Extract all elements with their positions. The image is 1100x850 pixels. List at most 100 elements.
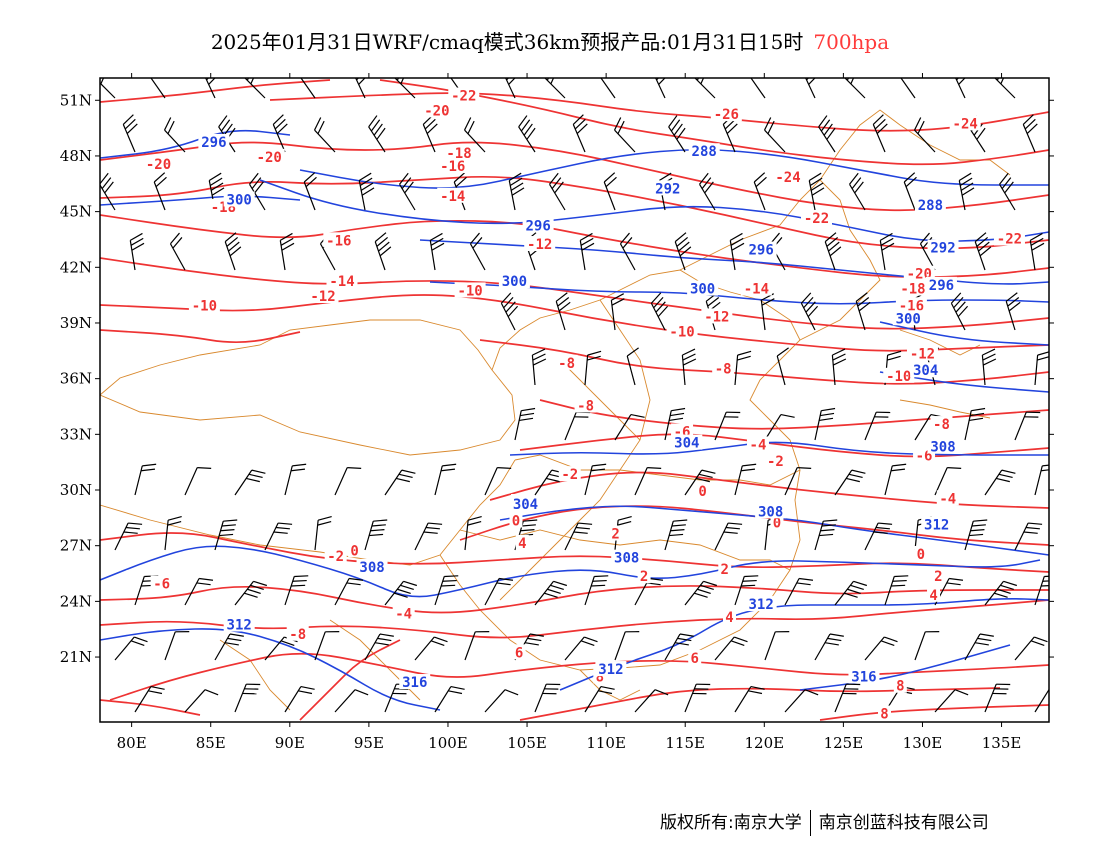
height-label-bg (522, 217, 554, 233)
wind-barb-staff (164, 631, 176, 661)
temperature-label-bg (323, 232, 355, 248)
height-label: 300 (502, 274, 527, 290)
wind-barb-feather (274, 118, 286, 130)
wind-barb-staff (300, 78, 316, 99)
wind-barb-feather (700, 584, 714, 591)
temperature-label: -20 (424, 103, 449, 119)
wind-barb-staff (855, 301, 866, 331)
wind-barb-feather (973, 519, 988, 522)
wind-barb-feather (361, 187, 375, 196)
height-label-bg (671, 434, 703, 450)
wind-barb-staff (100, 183, 116, 211)
wind-barb-feather (101, 177, 112, 189)
wind-barb-feather (220, 529, 235, 532)
wind-barb-staff (579, 240, 586, 271)
wind-barb-feather (1042, 580, 1049, 582)
wind-barb-feather (803, 296, 814, 309)
wind-barb-feather (880, 232, 893, 241)
wind-barb-feather (1000, 584, 1014, 591)
wind-barb-feather (403, 580, 418, 587)
temperature-label-bg (609, 525, 623, 541)
wind-barb-feather (1008, 301, 1021, 312)
wind-barb-feather (808, 78, 816, 85)
wind-barb-feather (844, 64, 850, 77)
pressure-level: 700hpa (813, 30, 890, 54)
wind-barb-feather (250, 584, 264, 591)
height-label: 296 (525, 218, 550, 234)
height-label: 308 (930, 439, 955, 455)
wind-barb-feather (223, 519, 238, 522)
wind-barb-feather (832, 358, 847, 366)
wind-barb-feather (655, 301, 666, 313)
lat-tick-label: 30N (60, 481, 92, 499)
wind-barb-feather (496, 582, 511, 586)
wind-barb-feather (1005, 292, 1018, 302)
temperature-label-bg (931, 568, 945, 584)
temperature-label: 8 (596, 669, 604, 685)
temperature-label: 0 (773, 515, 781, 531)
wind-barb-feather (820, 119, 831, 132)
wind-barb-feather (292, 463, 307, 467)
wind-barb-staff (1014, 636, 1035, 661)
wind-barb-feather (707, 297, 720, 307)
temperature-label-bg (688, 649, 702, 665)
wind-barb-feather (546, 477, 560, 483)
wind-barb-feather (600, 685, 615, 690)
wind-barb-feather (744, 575, 759, 578)
wind-barb-feather (1000, 78, 1005, 85)
lat-tick-label: 24N (60, 592, 92, 610)
temperature-label-bg (666, 323, 698, 339)
wind-barb-feather (976, 127, 986, 140)
wind-barb-feather (254, 181, 264, 194)
temperature-label-bg (253, 148, 285, 164)
wind-barb-feather (376, 236, 389, 247)
wind-barb-feather (954, 65, 964, 75)
wind-barb-feather (802, 61, 812, 71)
wind-barb-staff (555, 301, 566, 331)
wind-barb-feather (1051, 687, 1065, 690)
wind-barb-feather (301, 66, 309, 78)
wind-barb-feather (399, 172, 409, 185)
wind-barb-feather (581, 242, 595, 251)
wind-barb-feather (250, 78, 255, 85)
wind-barb-feather (970, 529, 985, 532)
wind-barb-feather (742, 579, 757, 582)
wind-barb-feather (123, 531, 138, 534)
wind-barb-feather (810, 182, 824, 191)
wind-barb-feather (550, 78, 555, 85)
wind-barb-feather (209, 177, 223, 186)
height-label-bg (356, 558, 388, 574)
wind-barb-feather (430, 237, 444, 246)
wind-barb-feather (218, 115, 228, 128)
height-label-bg (755, 503, 787, 519)
wind-barb-feather (573, 531, 588, 534)
height-label: 316 (851, 669, 876, 685)
wind-barb-feather (500, 292, 512, 304)
temperature-label: -18 (900, 282, 925, 298)
wind-barb-feather (520, 412, 535, 417)
wind-barb-feather (587, 355, 601, 361)
wind-barb-feather (359, 177, 373, 186)
temperature-label-bg (307, 287, 339, 303)
wind-barb-feather (532, 358, 547, 366)
wind-barb-feather (730, 640, 745, 647)
wind-barb-feather (155, 176, 167, 188)
wind-barb-feather (469, 232, 480, 245)
wind-barb-feather (674, 232, 687, 243)
wind-barb-staff (784, 467, 798, 496)
wind-barb-staff (284, 576, 295, 606)
wind-barb-feather (247, 588, 261, 594)
wind-barb-feather (827, 637, 842, 642)
height-label-bg (910, 362, 942, 378)
wind-barb-feather (544, 64, 550, 77)
wind-barb-feather (590, 468, 606, 472)
wind-barb-feather (970, 412, 985, 417)
wind-barb-feather (854, 181, 864, 194)
temperature-contour (269, 92, 1049, 132)
wind-barb-staff (100, 82, 116, 99)
wind-barb-feather (653, 296, 664, 309)
wind-barb-feather (654, 65, 664, 75)
wind-barb-feather (346, 582, 361, 586)
wind-barb-feather (881, 242, 895, 251)
temperature-label-bg (437, 158, 469, 174)
